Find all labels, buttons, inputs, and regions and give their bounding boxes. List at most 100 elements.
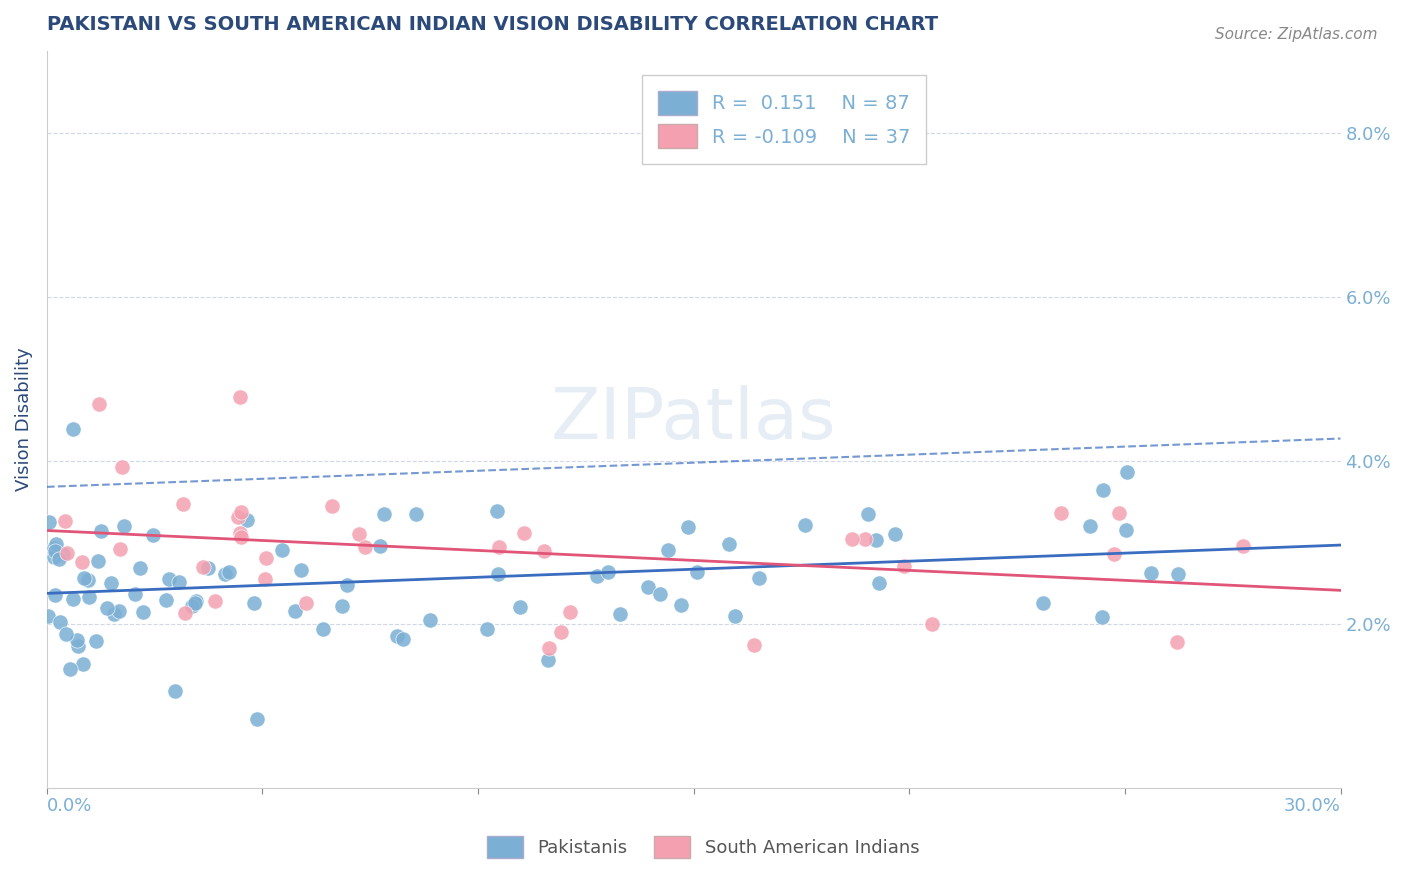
Point (114, 518, 136, 533)
Text: Source: ZipAtlas.com: Source: ZipAtlas.com (1215, 27, 1378, 42)
Point (229, 526, 252, 541)
Point (45, 537, 67, 551)
Point (242, 596, 264, 610)
Point (172, 497, 194, 511)
Point (77, 573, 100, 587)
Point (1091, 483, 1114, 497)
Point (336, 578, 359, 592)
Point (181, 599, 204, 613)
Point (1050, 506, 1073, 520)
Point (718, 536, 741, 550)
Legend: Pakistanis, South American Indians: Pakistanis, South American Indians (479, 829, 927, 865)
Point (100, 576, 122, 591)
Text: ZIPatlas: ZIPatlas (551, 385, 837, 454)
Point (794, 518, 817, 533)
Point (229, 530, 252, 544)
Point (295, 596, 318, 610)
Point (419, 613, 441, 627)
Point (748, 571, 770, 585)
Point (77, 591, 100, 605)
Point (184, 594, 207, 608)
Point (38, 516, 60, 530)
Point (96, 601, 118, 615)
Point (87, 554, 110, 568)
Point (58, 662, 80, 676)
Point (48, 552, 70, 566)
Point (312, 622, 335, 636)
Point (236, 512, 259, 526)
Point (353, 540, 375, 554)
Point (87, 397, 110, 411)
Point (72, 657, 94, 672)
Point (67, 639, 90, 653)
Point (62, 591, 84, 606)
Point (204, 594, 226, 608)
Point (44, 588, 66, 602)
Point (108, 542, 131, 557)
Point (686, 565, 709, 579)
Point (405, 508, 427, 522)
Point (537, 640, 560, 655)
Point (226, 510, 249, 524)
Point (550, 625, 572, 640)
Point (142, 528, 165, 542)
Point (598, 565, 620, 579)
Point (284, 604, 307, 618)
Point (1167, 566, 1189, 581)
Point (841, 532, 863, 546)
Point (853, 532, 876, 546)
Point (42, 541, 65, 555)
Point (558, 605, 581, 619)
Point (537, 653, 560, 667)
Point (391, 632, 413, 647)
Point (229, 390, 252, 404)
Point (108, 604, 131, 618)
Point (44, 544, 66, 558)
Point (193, 560, 215, 574)
Point (669, 598, 692, 612)
Point (1091, 610, 1114, 624)
Point (883, 527, 905, 541)
Point (1115, 523, 1137, 537)
Point (868, 575, 890, 590)
Point (1078, 518, 1101, 533)
Point (1102, 547, 1125, 561)
Point (921, 617, 943, 632)
Point (724, 608, 747, 623)
Point (37, 608, 59, 623)
Point (52, 547, 75, 561)
Point (218, 566, 240, 580)
Point (184, 596, 207, 610)
Point (245, 712, 267, 726)
Point (129, 561, 152, 575)
Point (84, 633, 107, 648)
Point (585, 568, 607, 582)
Point (1032, 596, 1054, 610)
Point (124, 587, 146, 601)
Text: 0.0%: 0.0% (46, 797, 93, 815)
Point (509, 599, 531, 614)
Point (1108, 506, 1130, 520)
Point (111, 459, 134, 474)
Point (55, 627, 77, 641)
Legend: R =  0.151    N = 87, R = -0.109    N = 37: R = 0.151 N = 87, R = -0.109 N = 37 (643, 75, 927, 163)
Point (373, 508, 395, 522)
Point (214, 566, 236, 581)
Point (1115, 466, 1137, 480)
Point (271, 542, 294, 557)
Point (197, 560, 219, 574)
Point (103, 607, 125, 622)
Point (347, 526, 370, 541)
Point (385, 629, 408, 643)
Point (637, 580, 659, 594)
Point (856, 508, 879, 522)
Point (256, 550, 278, 565)
Point (73, 571, 96, 585)
Point (485, 504, 508, 518)
Point (865, 533, 887, 547)
Point (174, 606, 197, 620)
Point (165, 683, 187, 698)
Point (253, 572, 276, 586)
Text: 30.0%: 30.0% (1284, 797, 1340, 815)
Point (66, 633, 89, 648)
